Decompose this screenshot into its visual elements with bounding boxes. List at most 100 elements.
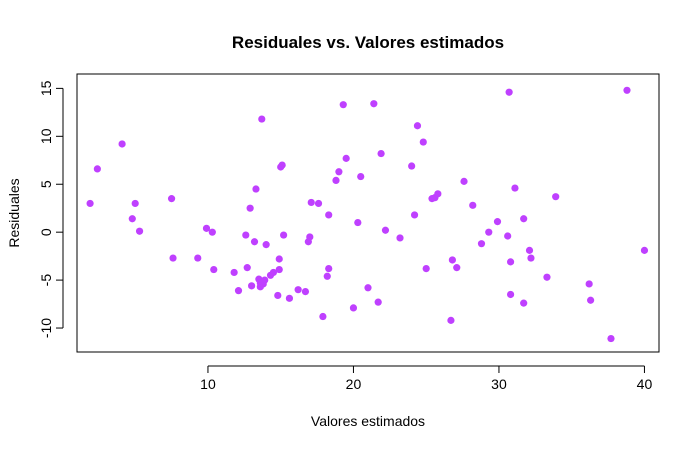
data-point: [93, 165, 101, 173]
data-point: [269, 268, 278, 277]
data-point: [520, 299, 528, 307]
data-point: [342, 154, 350, 162]
data-point: [370, 100, 378, 108]
data-point: [607, 334, 615, 343]
data-point: [135, 227, 144, 235]
data-point: [477, 240, 486, 248]
data-point: [306, 233, 314, 241]
data-point: [552, 193, 560, 201]
data-point: [448, 256, 456, 264]
data-point: [354, 218, 362, 227]
data-point: [325, 211, 333, 219]
data-point: [527, 254, 535, 262]
y-tick-label: -10: [38, 318, 54, 338]
data-point: [525, 246, 534, 254]
data-point: [520, 215, 528, 223]
data-point: [252, 185, 260, 193]
x-tick-label: 40: [637, 376, 653, 392]
data-point: [261, 276, 269, 284]
data-point: [413, 122, 422, 130]
data-point: [314, 199, 323, 208]
data-point: [453, 264, 461, 272]
x-tick-label: 20: [346, 376, 362, 392]
data-point: [280, 231, 288, 239]
data-point: [294, 286, 302, 294]
data-point: [349, 304, 358, 312]
data-point: [419, 138, 427, 146]
data-point: [118, 140, 126, 148]
data-point: [285, 294, 294, 302]
data-point: [319, 312, 327, 321]
data-point: [274, 291, 282, 300]
data-point: [246, 204, 254, 212]
data-point: [377, 149, 385, 158]
y-axis: -10 -5 0 5 10 15: [38, 80, 64, 338]
x-tick-label: 10: [200, 376, 216, 392]
data-point: [202, 224, 211, 232]
data-point: [248, 282, 256, 290]
data-point: [339, 101, 347, 109]
data-point: [243, 264, 251, 272]
data-point: [460, 177, 468, 185]
data-point: [332, 176, 340, 185]
data-point: [485, 228, 493, 236]
y-tick-label: 10: [38, 128, 54, 144]
chart-title: Residuales vs. Valores estimados: [232, 33, 504, 52]
data-point: [230, 268, 238, 277]
data-point: [262, 241, 270, 249]
data-point: [623, 86, 631, 94]
data-point: [447, 316, 455, 324]
data-point: [131, 199, 139, 208]
data-point: [210, 265, 218, 274]
data-point: [587, 296, 595, 304]
data-point: [242, 231, 250, 239]
data-point: [506, 258, 515, 266]
data-point: [493, 218, 502, 226]
data-point: [434, 190, 442, 198]
data-point: [364, 284, 372, 292]
data-point: [234, 287, 243, 295]
data-point: [275, 255, 283, 263]
data-point: [543, 273, 551, 281]
data-point: [323, 272, 331, 280]
data-point: [307, 198, 315, 207]
data-point: [325, 265, 333, 273]
data-point: [410, 211, 419, 219]
data-point: [422, 265, 430, 273]
data-point: [86, 199, 94, 208]
data-point: [408, 162, 416, 170]
data-point: [511, 184, 519, 192]
data-point: [167, 195, 176, 203]
data-point: [128, 215, 136, 223]
x-axis-label: Valores estimados: [311, 413, 425, 429]
data-point: [504, 232, 512, 240]
data-point: [357, 172, 365, 181]
data-point: [258, 115, 266, 123]
y-tick-label: 5: [38, 180, 54, 188]
data-point: [640, 246, 649, 254]
data-point: [505, 88, 513, 96]
data-point: [335, 168, 343, 176]
data-point: [381, 226, 390, 234]
y-axis-label: Residuales: [6, 178, 22, 247]
data-point: [275, 265, 283, 274]
data-point: [374, 298, 382, 306]
data-point: [250, 238, 259, 246]
data-point: [208, 228, 216, 236]
x-axis: 10 20 30 40: [200, 365, 653, 392]
data-point: [194, 254, 202, 262]
data-point: [469, 201, 477, 209]
data-point: [585, 280, 593, 288]
data-point: [301, 288, 310, 296]
y-tick-label: -5: [38, 274, 54, 287]
plot-frame: [76, 73, 660, 353]
x-tick-label: 30: [491, 376, 507, 392]
data-point: [396, 234, 404, 242]
data-points: [86, 86, 649, 343]
data-point: [169, 254, 177, 262]
y-tick-label: 15: [38, 80, 54, 96]
data-point: [278, 161, 286, 169]
y-tick-label: 0: [38, 228, 54, 236]
data-point: [506, 290, 515, 299]
